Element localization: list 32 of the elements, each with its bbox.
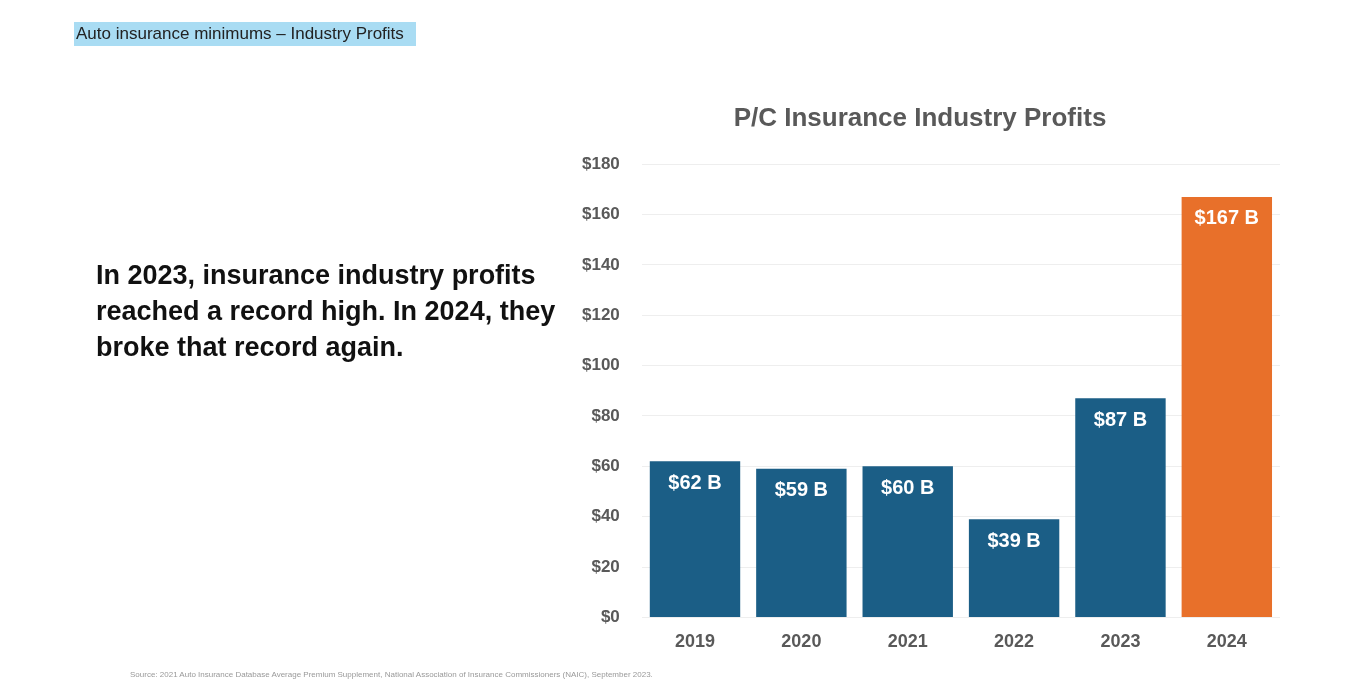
x-tick-label: 2020 (781, 631, 822, 652)
bar (1075, 398, 1166, 617)
bar (756, 468, 847, 617)
text: In 2023, insurance industry profits reached a record high. In 2024, they broke that record again. (96, 259, 557, 364)
data-label: $167 B (1194, 206, 1260, 229)
data-label: $87 B (1093, 407, 1148, 430)
y-tick-label: $20 (591, 556, 620, 576)
y-tick-label: $80 (591, 405, 620, 425)
x-tick-label: 2024 (1206, 631, 1247, 652)
chart-title: P/C Insurance Industry Profits (733, 101, 1107, 132)
data-label: $60 B (881, 475, 935, 498)
text: Auto insurance minimums – Industry Profits (74, 22, 416, 46)
data-label: $39 B (987, 528, 1041, 551)
data-label: $62 B (668, 470, 722, 493)
bar (1181, 196, 1273, 617)
bar (968, 519, 1060, 617)
x-tick-label: 2023 (1100, 631, 1141, 652)
y-tick-label: $40 (591, 506, 620, 526)
y-tick-label: $120 (581, 304, 620, 324)
bar (649, 461, 741, 617)
y-tick-label: $60 (591, 456, 620, 476)
source-note: Source: 2021 Auto Insurance Database Average Premium Supplement, National Association of Insurance Commissioners (NAIC), September 2023. (130, 670, 653, 679)
x-tick-label: 2022 (994, 631, 1035, 652)
y-tick-label: $140 (581, 254, 620, 274)
x-tick-label: 2021 (887, 631, 928, 652)
x-tick-label: 2019 (674, 631, 716, 652)
bar (862, 466, 953, 617)
y-tick-label: $100 (581, 355, 620, 375)
y-tick-label: $160 (581, 204, 620, 224)
y-tick-label: $180 (581, 153, 620, 173)
data-label: $59 B (774, 478, 829, 501)
y-tick-label: $0 (600, 607, 620, 627)
